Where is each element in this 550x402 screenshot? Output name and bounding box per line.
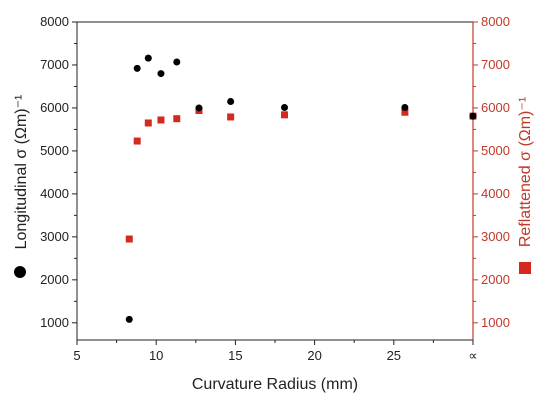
- longitudinal-point: [281, 104, 289, 112]
- y-axis-left: 1000 2000 3000 4000 5000 6000 7000 8000: [40, 14, 77, 330]
- reflattened-point: [125, 235, 133, 243]
- y-right-tick-label: 3000: [481, 229, 510, 244]
- series-longitudinal: [125, 54, 477, 323]
- reflattened-point: [144, 119, 152, 127]
- reflattened-point: [401, 108, 409, 116]
- x-tick-label: 5: [73, 348, 80, 363]
- y-left-tick-label: 2000: [40, 272, 69, 287]
- y-axis-right: 1000 2000 3000 4000 5000 6000 7000 8000: [473, 14, 510, 330]
- y-left-tick-label: 3000: [40, 229, 69, 244]
- longitudinal-point: [133, 64, 141, 72]
- legend-marker-reflattened: [519, 262, 531, 274]
- reflattened-point: [133, 137, 141, 145]
- longitudinal-point: [227, 98, 235, 105]
- longitudinal-point: [157, 70, 165, 78]
- x-tick-label: 20: [307, 348, 321, 363]
- reflattened-point: [227, 113, 235, 121]
- x-axis: 5 10 15 20 25 ∝: [73, 340, 478, 363]
- x-axis-title: Curvature Radius (mm): [192, 376, 358, 393]
- longitudinal-point: [144, 54, 152, 62]
- y-axis-right-title-group: Reflattened σ (Ωm)⁻¹: [517, 97, 534, 274]
- y-right-tick-label: 2000: [481, 272, 510, 287]
- x-tick-label: 15: [228, 348, 242, 363]
- reflattened-point: [281, 111, 289, 119]
- longitudinal-point: [195, 104, 203, 112]
- x-tick-label: 25: [387, 348, 401, 363]
- y-left-tick-label: 5000: [40, 143, 69, 158]
- series-reflattened: [125, 107, 477, 243]
- y-right-tick-label: 5000: [481, 143, 510, 158]
- longitudinal-point: [401, 104, 409, 112]
- y-axis-right-title: Reflattened σ (Ωm)⁻¹: [517, 97, 534, 247]
- y-right-tick-label: 7000: [481, 57, 510, 72]
- longitudinal-point: [173, 58, 181, 66]
- y-left-tick-label: 8000: [40, 14, 69, 29]
- legend-marker-longitudinal: [14, 266, 26, 278]
- reflattened-point: [157, 116, 165, 124]
- x-tick-label: ∝: [468, 348, 477, 363]
- y-right-tick-label: 8000: [481, 14, 510, 29]
- y-axis-left-title-group: Longitudinal σ (Ωm)⁻¹: [13, 95, 30, 278]
- longitudinal-point: [469, 112, 477, 120]
- longitudinal-point: [125, 315, 133, 323]
- y-left-tick-label: 7000: [40, 57, 69, 72]
- y-right-tick-label: 1000: [481, 315, 510, 330]
- y-left-tick-label: 6000: [40, 100, 69, 115]
- x-tick-label: 10: [149, 348, 163, 363]
- reflattened-point: [173, 115, 181, 123]
- y-left-tick-label: 4000: [40, 186, 69, 201]
- y-axis-left-title: Longitudinal σ (Ωm)⁻¹: [13, 95, 30, 250]
- y-right-tick-label: 4000: [481, 186, 510, 201]
- y-left-tick-label: 1000: [40, 315, 69, 330]
- y-right-tick-label: 6000: [481, 100, 510, 115]
